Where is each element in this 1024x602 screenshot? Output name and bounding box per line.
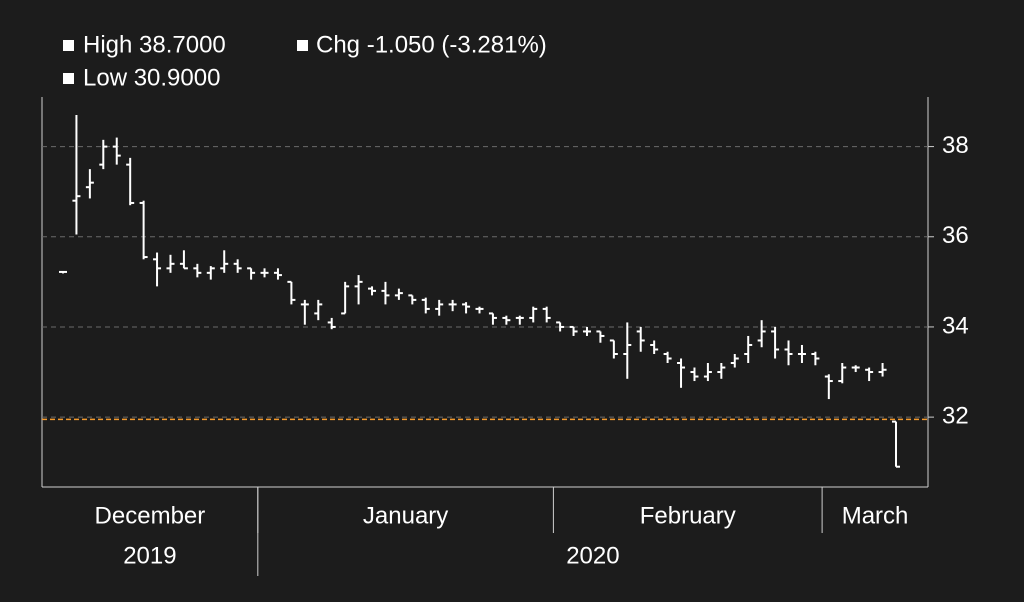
y-tick-label: 38 [942,132,969,159]
legend-entry: High 38.7000 [83,31,226,58]
x-group-label: March [842,502,909,529]
legend-swatch [63,40,74,51]
x-group-label: 2020 [566,542,619,569]
legend-entry: Low 30.9000 [83,64,220,91]
legend-swatch [63,73,74,84]
y-tick-label: 32 [942,402,969,429]
x-group-label: December [95,502,206,529]
x-group-label: February [640,502,736,529]
x-group-label: 2019 [123,542,176,569]
x-group-label: January [363,502,448,529]
y-tick-label: 34 [942,312,969,339]
y-tick-label: 36 [942,222,969,249]
legend-swatch [297,40,308,51]
legend-entry: Chg -1.050 (-3.281%) [316,31,547,58]
